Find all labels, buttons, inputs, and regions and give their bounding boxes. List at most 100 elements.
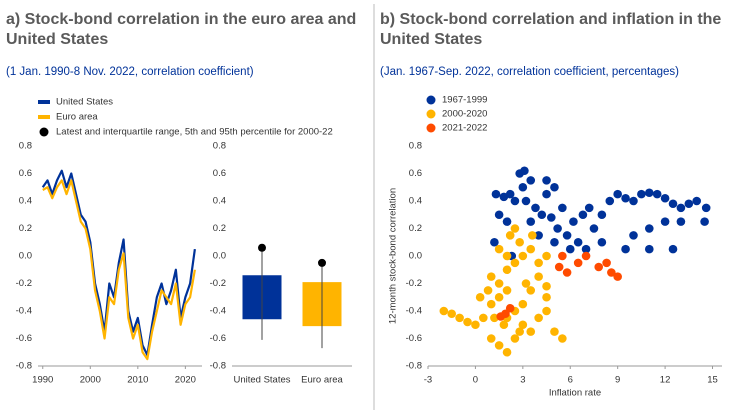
scatter-point	[521, 196, 531, 206]
y-tick-label: -0.2	[16, 278, 32, 289]
scatter-point	[518, 251, 528, 261]
y-tick-label: -0.6	[406, 333, 422, 344]
scatter-point	[692, 196, 702, 206]
legend-label: Euro area	[56, 112, 98, 123]
scatter-point	[565, 244, 575, 254]
legend-label: 1967-1999	[442, 95, 487, 106]
panel-title: a) Stock-bond correlation in the euro ar…	[6, 11, 357, 48]
y-tick-label: -0.2	[406, 278, 422, 289]
y-tick-label: 0.8	[213, 141, 226, 152]
panel-title: b) Stock-bond correlation and inflation …	[380, 11, 722, 48]
latest-dot	[318, 258, 326, 267]
scatter-point	[528, 231, 537, 240]
y-tick-label: 0.4	[213, 196, 226, 207]
y-tick-label: -0.8	[210, 361, 226, 372]
scatter-point	[637, 189, 646, 199]
scatter-point	[490, 237, 499, 247]
scatter-point	[569, 217, 578, 226]
scatter-point	[521, 279, 531, 288]
scatter-point	[510, 334, 520, 343]
y-tick-label: -0.4	[16, 306, 32, 317]
scatter-point	[542, 189, 551, 199]
scatter-point	[644, 224, 654, 233]
y-tick-label: -0.6	[210, 333, 226, 344]
series-line	[42, 179, 196, 361]
scatter-point	[589, 224, 599, 233]
scatter-point	[578, 210, 588, 220]
x-tick-label: United States	[233, 375, 290, 386]
scatter-point	[494, 292, 504, 302]
scatter-point	[550, 237, 559, 247]
scatter-point	[629, 196, 638, 206]
scatter-point	[505, 303, 515, 313]
scatter-point	[518, 182, 528, 192]
scatter-point	[518, 320, 528, 330]
y-tick-label: -0.6	[16, 333, 32, 344]
x-tick-label: 12	[660, 375, 671, 386]
scatter-point	[534, 313, 543, 323]
scatter-point	[486, 299, 496, 309]
scatter-point	[581, 251, 591, 261]
scatter-point	[644, 244, 654, 254]
y-tick-label: -0.2	[210, 278, 226, 289]
y-tick-label: 0.0	[213, 251, 226, 262]
scatter-point	[494, 279, 504, 288]
x-tick-label: 2000	[80, 375, 101, 386]
y-tick-label: 0.2	[213, 223, 226, 234]
scatter-point	[621, 193, 630, 203]
y-tick-label: -0.8	[16, 361, 32, 372]
y-tick-label: 0.8	[19, 141, 32, 152]
scatter-point	[486, 334, 496, 343]
scatter-point	[602, 258, 611, 268]
legend-label: 2000-2020	[442, 109, 487, 120]
scatter-point	[700, 217, 709, 226]
scatter-point	[660, 217, 670, 226]
scatter-point	[553, 224, 562, 233]
scatter-point	[505, 231, 515, 240]
scatter-point	[520, 166, 529, 176]
scatter-point	[494, 244, 504, 254]
scatter-point	[510, 258, 520, 268]
scatter-point	[479, 313, 488, 323]
legend-label: United States	[56, 97, 113, 108]
scatter-point	[526, 286, 536, 295]
scatter-point	[494, 210, 504, 220]
scatter-point	[542, 281, 551, 291]
x-tick-label: 3	[520, 375, 525, 386]
y-tick-label: 0.4	[19, 196, 32, 207]
legend-swatch	[426, 109, 436, 119]
scatter-point	[486, 272, 496, 281]
x-tick-label: -3	[424, 375, 432, 386]
scatter-point	[684, 199, 694, 209]
scatter-point	[584, 203, 594, 213]
y-tick-label: 0.6	[19, 168, 32, 179]
scatter-point	[439, 306, 449, 316]
scatter-point	[613, 272, 622, 281]
scatter-point	[494, 341, 504, 350]
legend-swatch	[39, 127, 49, 137]
scatter-point	[491, 189, 501, 199]
scatter-point	[475, 292, 485, 302]
scatter-point	[455, 313, 464, 323]
scatter-point	[531, 203, 540, 213]
y-tick-label: 0.0	[409, 251, 422, 262]
scatter-point	[499, 320, 509, 330]
scatter-point	[558, 203, 567, 213]
latest-dot	[258, 243, 266, 252]
scatter-point	[542, 306, 551, 316]
scatter-point	[652, 189, 662, 199]
legend-swatch	[426, 95, 436, 105]
scatter-point	[518, 299, 528, 309]
scatter-point	[701, 203, 711, 213]
scatter-point	[607, 268, 616, 277]
scatter-point	[581, 244, 591, 254]
scatter-point	[502, 347, 512, 357]
scatter-point	[605, 196, 615, 206]
scatter-point	[502, 286, 512, 295]
y-tick-label: 0.4	[409, 196, 422, 207]
scatter-point	[550, 182, 559, 192]
scatter-point	[668, 244, 678, 254]
legend-label: Latest and interquartile range, 5th and …	[56, 127, 333, 138]
